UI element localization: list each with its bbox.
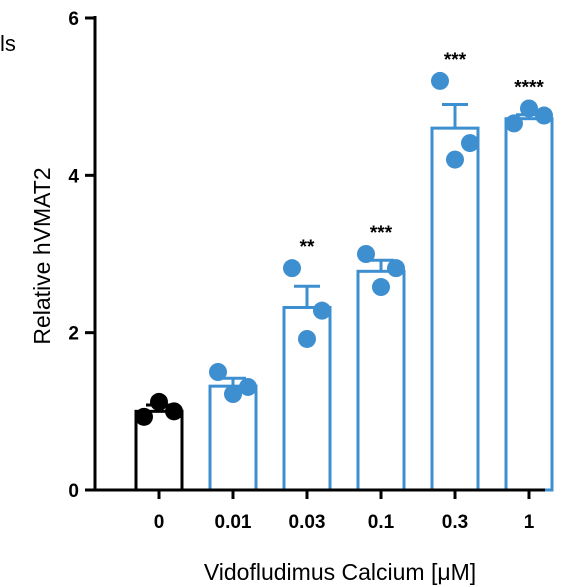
data-point-0-1 — [135, 407, 153, 426]
data-point-0-2 — [150, 392, 168, 411]
y-tick-label-2: 2 — [68, 324, 79, 345]
data-point-0.3-2 — [446, 150, 464, 169]
axis-layer — [85, 16, 545, 499]
points-layer — [135, 71, 553, 426]
data-point-1-3 — [535, 106, 553, 125]
significance-label-1: **** — [514, 77, 544, 98]
data-point-0.01-1 — [209, 363, 227, 381]
x-tick-label-1: 1 — [524, 512, 535, 533]
x-tick-label-0: 0 — [154, 512, 165, 533]
significance-label-0.3: *** — [444, 50, 467, 71]
bars-layer — [134, 103, 554, 492]
data-point-1-2 — [520, 99, 538, 118]
bar-1 — [504, 117, 554, 492]
data-point-1-1 — [505, 114, 523, 133]
x-axis-title: Vidofludimus Calcium [μM] — [204, 559, 476, 585]
data-point-0.3-1 — [431, 71, 449, 90]
y-tick-label-0: 0 — [68, 481, 79, 502]
y-axis-title: Relative hVMAT2 — [29, 167, 55, 344]
x-tick-label-0.01: 0.01 — [215, 512, 252, 533]
x-tick-label-0.1: 0.1 — [368, 512, 395, 533]
y-tick-label-4: 4 — [68, 166, 79, 187]
y-tick-label-6: 6 — [68, 9, 79, 30]
bar-0.1 — [356, 269, 406, 492]
data-point-0-3 — [165, 402, 183, 421]
corner-text-fragment: ls — [0, 31, 16, 56]
data-point-0.1-3 — [387, 259, 405, 278]
data-point-0.01-2 — [224, 385, 242, 404]
significance-label-0.03: ** — [300, 237, 315, 258]
data-point-0.03-1 — [283, 259, 301, 278]
data-point-0.01-3 — [239, 377, 257, 396]
data-point-0.1-2 — [372, 278, 390, 297]
labels-layer: 0 0.01 ** 0.03 *** 0.1 *** 0.3 **** 1 0 2 4 6 — [68, 9, 544, 533]
bar-0.3 — [430, 126, 480, 492]
x-tick-label-0.03: 0.03 — [289, 512, 326, 533]
significance-label-0.1: *** — [370, 223, 393, 244]
x-tick-label-0.3: 0.3 — [442, 512, 468, 533]
data-point-0.3-3 — [461, 134, 479, 153]
data-point-0.03-2 — [298, 329, 316, 348]
data-point-0.1-1 — [357, 245, 375, 263]
data-point-0.03-3 — [313, 301, 331, 320]
